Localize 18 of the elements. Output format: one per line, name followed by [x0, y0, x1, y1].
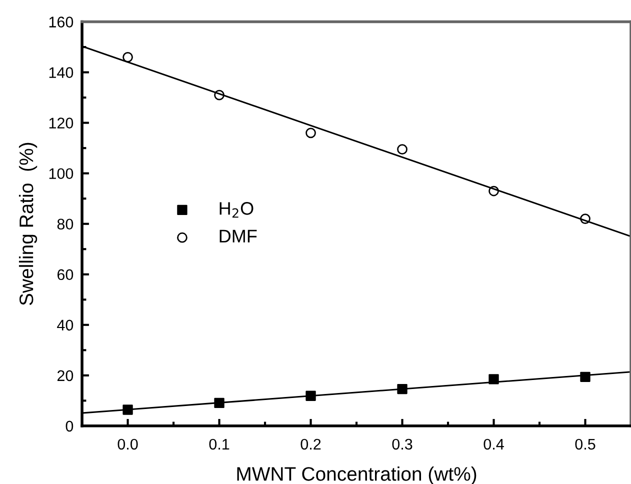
- y-tick-label: 120: [49, 118, 74, 128]
- y-tick-label: 0: [66, 420, 74, 432]
- x-tick-label: 0.1: [209, 438, 230, 450]
- x-tick-label: 0.5: [575, 438, 596, 450]
- y-tick-label: 80: [57, 218, 74, 230]
- x-tick-label: 0.3: [392, 438, 412, 450]
- y-tick-label: 60: [57, 269, 74, 280]
- x-tick-label: 0.2: [300, 438, 321, 450]
- y-tick-label: 40: [57, 320, 74, 331]
- y-tick-label: 160: [49, 16, 74, 28]
- legend-label: H$_{2}$O: [220, 202, 254, 218]
- y-axis-title: Swelling Ratio (%): [18, 142, 38, 306]
- legend-label: DMF: [220, 230, 257, 242]
- x-tick-label: 0.0: [118, 438, 138, 450]
- y-tick-label: 20: [57, 370, 74, 382]
- x-tick-label: 0.4: [484, 438, 504, 450]
- y-tick-label: 140: [49, 67, 74, 78]
- y-tick-label: 100: [49, 168, 74, 180]
